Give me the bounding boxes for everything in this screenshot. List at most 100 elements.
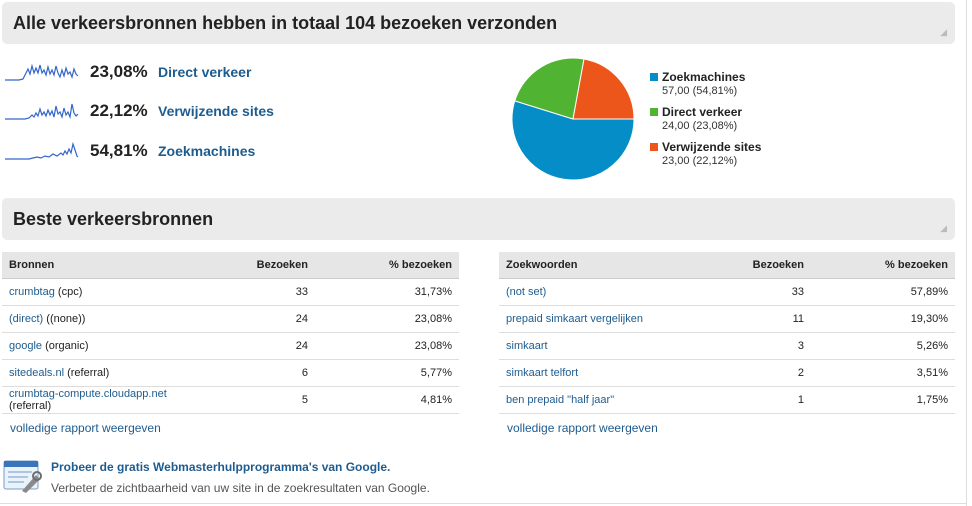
source-link-search[interactable]: Zoekmachines [158,143,256,159]
row-visits: 33 [211,278,315,306]
column-header: Bronnen [2,252,211,279]
row-label-cell: (not set) [499,278,707,306]
sparkline-direct-icon [5,63,79,81]
table-row: simkaart 3 5,26% [499,332,955,360]
row-link[interactable]: (direct) [9,313,44,325]
table-row: simkaart telfort 2 3,51% [499,359,955,387]
row-medium: (cpc) [57,286,83,298]
row-percent: 19,30% [811,305,955,333]
legend-value: 24,00 (23,08%) [662,120,738,132]
table-row: crumbtag-compute.cloudapp.net (referral)… [2,386,459,414]
row-label-cell: prepaid simkaart vergelijken [499,305,707,333]
row-link[interactable]: crumbtag [9,286,55,298]
source-link-direct[interactable]: Direct verkeer [158,64,252,80]
row-link[interactable]: prepaid simkaart vergelijken [506,313,643,325]
row-visits: 6 [211,359,315,387]
pie-slice-direct [514,57,585,120]
source-percent: 22,12% [90,101,148,120]
pie-slice-referral [572,58,635,120]
frame-border [966,0,967,506]
summary-title: Alle verkeersbronnen hebben in totaal 10… [13,13,558,33]
row-label-cell: simkaart [499,332,707,360]
row-percent: 3,51% [811,359,955,387]
table-row: google (organic) 24 23,08% [2,332,459,360]
source-percent: 54,81% [90,141,148,160]
webmaster-tools-icon [3,460,42,493]
row-percent: 23,08% [315,332,459,360]
row-percent: 4,81% [315,386,459,414]
row-link[interactable]: ben prepaid "half jaar" [506,394,615,406]
legend-label: Zoekmachines [662,70,746,84]
row-percent: 31,73% [315,278,459,306]
table-row: prepaid simkaart vergelijken 11 19,30% [499,305,955,333]
legend-swatch [650,143,658,151]
sparkline-search-icon [5,141,79,160]
frame-border [0,503,967,504]
column-header: Bezoeken [211,252,315,279]
collapse-icon[interactable]: ◢ [940,27,947,37]
row-label-cell: crumbtag (cpc) [2,278,211,306]
row-label-cell: ben prepaid "half jaar" [499,386,707,414]
table-row: (direct) ((none)) 24 23,08% [2,305,459,333]
row-percent: 1,75% [811,386,955,414]
column-header: Bezoeken [707,252,811,279]
row-visits: 3 [707,332,811,360]
table-row: ben prepaid "half jaar" 1 1,75% [499,386,955,414]
legend-swatch [650,73,658,81]
source-percent: 23,08% [90,62,148,81]
row-visits: 1 [707,386,811,414]
row-link[interactable]: crumbtag-compute.cloudapp.net [9,388,167,400]
table-header-row: Zoekwoorden Bezoeken % bezoeken [499,252,955,279]
row-visits: 2 [707,359,811,387]
row-medium: (referral) [67,367,110,379]
row-label-cell: sitedeals.nl (referral) [2,359,211,387]
sources-table: Bronnen Bezoeken % bezoeken crumbtag (cp… [2,252,459,414]
table-header-row: Bronnen Bezoeken % bezoeken [2,252,459,279]
collapse-icon[interactable]: ◢ [940,223,947,233]
promo-description: Verbeter de zichtbaarheid van uw site in… [51,481,430,495]
row-medium: (referral) [9,400,52,412]
row-visits: 11 [707,305,811,333]
column-header: % bezoeken [315,252,459,279]
sparkline-referral-icon [5,103,79,120]
row-link[interactable]: google [9,340,43,352]
row-visits: 5 [211,386,315,414]
row-label-cell: simkaart telfort [499,359,707,387]
row-visits: 33 [707,278,811,306]
pie-slice-search [511,100,635,181]
row-link[interactable]: sitedeals.nl [9,367,65,379]
full-report-link-sources[interactable]: volledige rapport weergeven [10,421,161,435]
row-percent: 23,08% [315,305,459,333]
table-row: crumbtag (cpc) 33 31,73% [2,278,459,306]
legend-value: 57,00 (54,81%) [662,85,738,97]
top-sources-title: Beste verkeersbronnen [13,209,214,229]
row-label-cell: crumbtag-compute.cloudapp.net (referral) [2,386,211,414]
table-row: sitedeals.nl (referral) 6 5,77% [2,359,459,387]
keywords-table: Zoekwoorden Bezoeken % bezoeken (not set… [499,252,955,414]
row-link[interactable]: simkaart [506,340,548,352]
promo-title-link[interactable]: Probeer de gratis Webmasterhulpprogramma… [51,460,391,474]
table-row: (not set) 33 57,89% [499,278,955,306]
legend-label: Verwijzende sites [662,140,762,154]
row-label-cell: (direct) ((none)) [2,305,211,333]
row-visits: 24 [211,305,315,333]
top-sources-header: Beste verkeersbronnen ◢ [2,198,955,240]
legend-label: Direct verkeer [662,105,743,119]
row-link[interactable]: (not set) [506,286,547,298]
row-label-cell: google (organic) [2,332,211,360]
legend-swatch [650,108,658,116]
full-report-link-keywords[interactable]: volledige rapport weergeven [507,421,658,435]
legend-value: 23,00 (22,12%) [662,155,738,167]
row-link[interactable]: simkaart telfort [506,367,579,379]
summary-header: Alle verkeersbronnen hebben in totaal 10… [2,2,955,44]
row-percent: 57,89% [811,278,955,306]
source-link-referral[interactable]: Verwijzende sites [158,103,274,119]
row-medium: ((none)) [46,313,86,325]
row-percent: 5,77% [315,359,459,387]
row-medium: (organic) [45,340,89,352]
traffic-pie-chart [511,57,635,181]
column-header: Zoekwoorden [499,252,707,279]
row-visits: 24 [211,332,315,360]
row-percent: 5,26% [811,332,955,360]
column-header: % bezoeken [811,252,955,279]
